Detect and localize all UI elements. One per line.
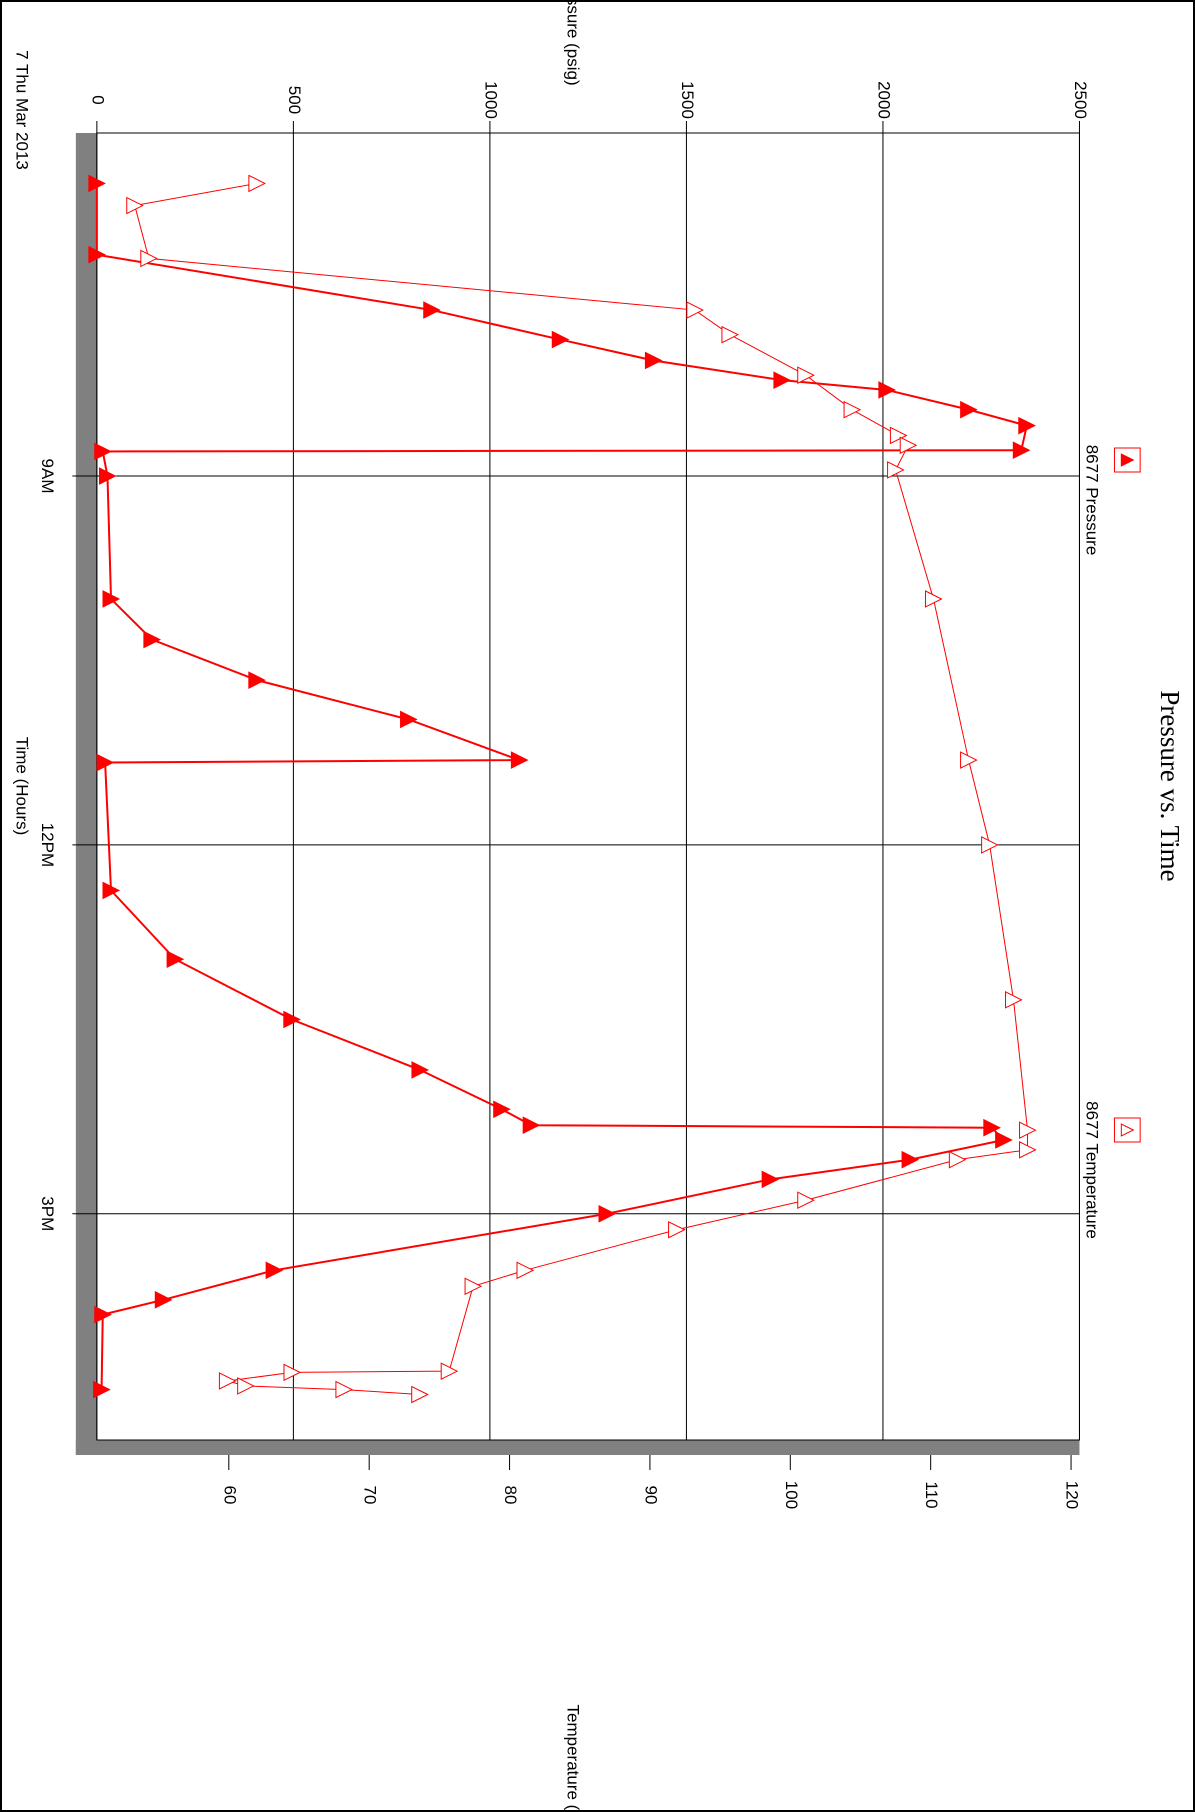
marker (154, 1291, 173, 1309)
marker (88, 245, 106, 264)
marker (265, 1261, 284, 1280)
marker (440, 1362, 459, 1380)
marker (423, 301, 441, 319)
marker (522, 1116, 541, 1135)
marker (283, 1363, 302, 1382)
marker (773, 371, 792, 389)
date-label: 7 Thu Mar 2013 (13, 50, 32, 170)
marker (411, 1061, 430, 1079)
marker (1018, 416, 1036, 435)
legend-marker (1120, 453, 1135, 467)
marker (960, 751, 978, 769)
marker (644, 351, 663, 370)
y-tick-label: 0 (88, 95, 107, 104)
marker (797, 1191, 815, 1210)
marker (248, 174, 267, 193)
marker (98, 467, 117, 485)
marker (102, 590, 121, 608)
marker (464, 1277, 483, 1296)
y2-axis-label: Temperature (deg F) (563, 1705, 582, 1812)
marker (878, 381, 896, 399)
y2-tick-label: 90 (641, 1486, 660, 1505)
marker (218, 1372, 237, 1390)
marker (335, 1380, 354, 1399)
marker (598, 1204, 617, 1223)
y-axis-label: Pressure (psig) (563, 0, 582, 86)
chart-title: Pressure vs. Time (1155, 690, 1185, 881)
marker (948, 1150, 967, 1169)
y2-tick-label: 100 (782, 1481, 801, 1509)
marker (143, 630, 162, 649)
marker (93, 1380, 111, 1399)
marker (88, 174, 106, 193)
y2-tick-label: 60 (220, 1486, 239, 1505)
marker (981, 836, 999, 854)
marker (551, 330, 570, 349)
marker (493, 1100, 511, 1119)
marker (797, 366, 815, 385)
marker (126, 196, 144, 215)
marker (960, 400, 978, 419)
legend-label: 8677 Temperature (1083, 1101, 1102, 1239)
x-tick-label: 3PM (38, 1196, 57, 1231)
marker (721, 325, 740, 344)
marker (166, 950, 185, 969)
axis-band (75, 1440, 1080, 1455)
marker (94, 442, 112, 461)
x-axis-label: Time (Hours) (13, 737, 32, 836)
axis-band (75, 133, 97, 1455)
y2-tick-label: 80 (501, 1486, 520, 1505)
marker (283, 1010, 301, 1029)
x-tick-label: 9AM (38, 459, 57, 494)
marker (995, 1131, 1013, 1149)
marker (924, 590, 943, 608)
marker (1019, 1121, 1037, 1139)
marker (102, 881, 121, 900)
marker (140, 249, 158, 268)
marker (887, 461, 905, 479)
y2-tick-label: 120 (1063, 1481, 1082, 1509)
marker (843, 400, 862, 419)
marker (889, 426, 908, 445)
marker (237, 1377, 255, 1395)
marker (686, 301, 704, 319)
marker (899, 436, 918, 455)
marker (510, 751, 529, 769)
y-tick-label: 1000 (481, 81, 500, 119)
marker (248, 671, 266, 689)
x-tick-label: 12PM (38, 823, 57, 867)
y-tick-label: 500 (285, 86, 304, 114)
marker (1012, 441, 1031, 460)
marker (411, 1385, 429, 1404)
marker (94, 1305, 112, 1324)
marker (516, 1261, 535, 1280)
marker (761, 1170, 780, 1189)
legend-marker (1120, 1123, 1135, 1137)
marker (1019, 1141, 1037, 1159)
legend-label: 8677 Pressure (1083, 445, 1102, 556)
plot-area (96, 132, 1080, 1441)
marker (96, 753, 115, 772)
marker (668, 1220, 686, 1239)
y2-tick-label: 70 (361, 1486, 380, 1505)
marker (901, 1150, 920, 1169)
marker (983, 1118, 1001, 1137)
marker (1004, 991, 1023, 1009)
marker (400, 710, 418, 729)
y2-tick-label: 110 (922, 1481, 941, 1508)
y-tick-label: 2000 (874, 81, 893, 119)
y-tick-label: 2500 (1071, 81, 1090, 119)
y-tick-label: 1500 (678, 81, 697, 119)
